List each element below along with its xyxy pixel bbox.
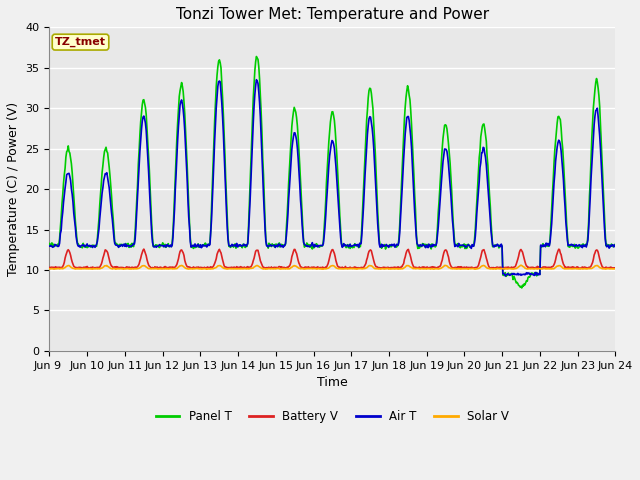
Title: Tonzi Tower Met: Temperature and Power: Tonzi Tower Met: Temperature and Power [176, 7, 489, 22]
Text: TZ_tmet: TZ_tmet [55, 37, 106, 47]
X-axis label: Time: Time [317, 376, 348, 389]
Y-axis label: Temperature (C) / Power (V): Temperature (C) / Power (V) [7, 102, 20, 276]
Legend: Panel T, Battery V, Air T, Solar V: Panel T, Battery V, Air T, Solar V [151, 405, 514, 428]
